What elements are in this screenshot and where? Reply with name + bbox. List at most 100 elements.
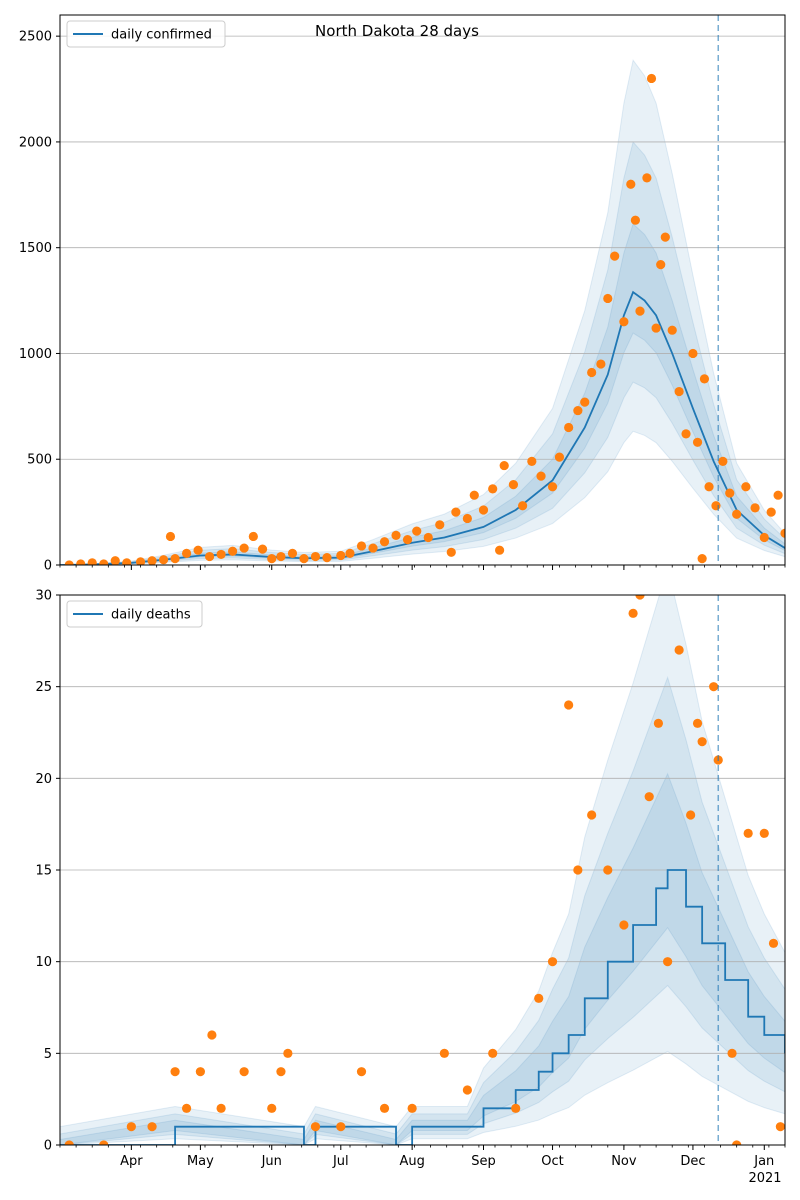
data-point	[181, 1103, 192, 1113]
data-point	[741, 482, 751, 492]
data-point	[356, 541, 367, 551]
data-point	[686, 810, 696, 820]
data-point	[488, 484, 498, 494]
data-point	[170, 1067, 180, 1077]
data-point	[732, 1140, 742, 1145]
data-point	[644, 792, 654, 802]
y-tick-label: 10	[35, 955, 52, 970]
y-tick-label: 30	[35, 589, 52, 604]
data-point	[766, 507, 776, 517]
data-point	[681, 429, 691, 439]
data-point	[207, 1030, 217, 1040]
data-point	[110, 556, 120, 565]
data-point	[158, 555, 169, 565]
data-point	[310, 551, 321, 562]
x-tick-label: Sep	[471, 1154, 496, 1169]
legend-label: daily deaths	[111, 608, 191, 623]
data-point	[635, 306, 645, 316]
legend-box	[66, 20, 226, 48]
legend: daily deaths	[66, 600, 203, 628]
data-point	[368, 543, 378, 553]
data-point	[451, 507, 461, 517]
data-point	[239, 543, 249, 553]
data-point	[663, 957, 673, 967]
data-point	[635, 595, 645, 600]
x-year-label: 2021	[748, 1171, 781, 1186]
data-point	[630, 215, 640, 225]
data-point	[646, 73, 657, 84]
data-point	[195, 1067, 205, 1077]
data-point	[248, 531, 258, 542]
data-point	[135, 557, 146, 565]
data-point	[653, 718, 664, 728]
data-point	[587, 810, 597, 820]
x-tick-label: May	[187, 1154, 214, 1169]
legend-box	[66, 600, 203, 628]
data-point	[462, 1085, 472, 1095]
y-tick-label: 0	[44, 559, 52, 574]
x-tick-label: Aug	[399, 1154, 424, 1169]
data-point	[619, 920, 629, 930]
data-point	[704, 482, 714, 492]
series-line	[60, 869, 785, 1145]
data-point	[768, 938, 779, 948]
data-point	[743, 828, 753, 838]
data-point	[407, 1103, 417, 1113]
plot-area	[60, 595, 785, 1145]
data-point	[469, 490, 479, 500]
data-point	[564, 700, 574, 710]
data-point	[697, 737, 707, 747]
data-point	[322, 552, 332, 563]
confidence-band-1	[60, 595, 785, 1145]
x-tick-label: Oct	[541, 1154, 563, 1169]
data-point	[587, 367, 597, 378]
data-point	[267, 554, 277, 564]
data-point	[345, 548, 355, 558]
data-point	[628, 608, 638, 618]
data-point	[446, 547, 456, 557]
data-point	[356, 1067, 367, 1077]
data-point	[402, 535, 413, 545]
data-point	[299, 554, 309, 564]
data-point	[660, 232, 670, 242]
data-point	[775, 1122, 785, 1132]
data-point	[435, 520, 445, 530]
data-point	[603, 293, 613, 304]
legend-label: daily confirmed	[111, 28, 212, 43]
y-tick-label: 20	[35, 772, 52, 787]
data-point	[603, 865, 613, 875]
data-point	[573, 405, 583, 416]
data-point	[170, 554, 180, 564]
data-point	[725, 488, 735, 498]
y-tick-label: 5	[44, 1047, 52, 1062]
data-point	[564, 422, 574, 433]
data-point	[310, 1122, 321, 1132]
data-point	[391, 530, 401, 540]
data-point	[379, 1103, 390, 1113]
data-point	[508, 480, 519, 490]
y-tick-label: 500	[27, 453, 52, 468]
legend: daily confirmed	[66, 20, 226, 48]
confidence-band-3	[60, 222, 785, 565]
data-point	[287, 548, 298, 558]
data-point	[76, 559, 86, 565]
data-point	[511, 1103, 521, 1113]
data-point	[87, 558, 97, 565]
y-tick-label: 25	[35, 680, 52, 695]
data-point	[412, 526, 422, 536]
data-point	[181, 548, 192, 558]
data-point	[674, 386, 684, 397]
data-point	[527, 456, 537, 466]
data-point	[573, 865, 583, 875]
data-point	[193, 545, 203, 555]
data-point	[336, 1122, 346, 1132]
data-point	[64, 1140, 74, 1145]
data-point	[216, 1103, 226, 1113]
data-point	[667, 325, 677, 335]
data-point	[547, 482, 558, 492]
y-tick-label: 0	[44, 1139, 52, 1154]
data-point	[462, 513, 472, 524]
x-tick-label: Dec	[680, 1154, 705, 1169]
data-point	[165, 531, 176, 542]
